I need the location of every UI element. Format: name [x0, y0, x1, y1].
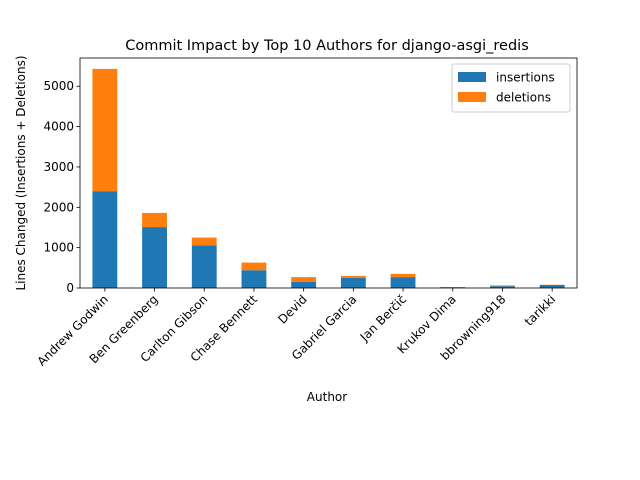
- bar-insertions-7: [440, 287, 466, 288]
- x-tick-label: tarikki: [522, 292, 558, 328]
- bar-deletions-3: [241, 262, 267, 271]
- y-axis-label: Lines Changed (Insertions + Deletions): [14, 55, 28, 290]
- y-tick-label: 5000: [43, 79, 74, 93]
- bar-insertions-1: [142, 227, 167, 288]
- axes-frame: [79, 57, 578, 289]
- bar-deletions-4: [291, 277, 317, 282]
- legend: insertions deletions: [451, 63, 571, 113]
- bar-insertions-8: [490, 286, 515, 288]
- bar-deletions-8: [490, 285, 515, 287]
- y-tick-label: 4000: [43, 120, 74, 134]
- bar-deletions-5: [340, 275, 366, 278]
- y-tick-label: 0: [66, 281, 74, 295]
- chart-title: Commit Impact by Top 10 Authors for djan…: [125, 38, 529, 54]
- bar-deletions-1: [142, 212, 167, 228]
- y-tick-label: 1000: [43, 241, 74, 255]
- bar-insertions-9: [539, 284, 565, 288]
- x-tick-label: Jan Berčič: [357, 292, 409, 344]
- bar-deletions-6: [390, 273, 416, 278]
- legend-swatch-deletions: [458, 92, 486, 102]
- x-tick-label: Devid: [275, 292, 309, 326]
- bar-insertions-4: [291, 281, 317, 288]
- bar-insertions-0: [92, 191, 118, 288]
- y-tick-label: 3000: [43, 160, 74, 174]
- bar-insertions-5: [340, 277, 366, 288]
- bar-insertions-2: [191, 245, 217, 288]
- legend-swatch-insertions: [458, 72, 486, 82]
- bar-deletions-0: [92, 68, 118, 192]
- bar-insertions-6: [390, 277, 416, 288]
- y-tick-label: 2000: [43, 200, 74, 214]
- x-axis-label: Author: [307, 390, 347, 404]
- bar-deletions-2: [191, 237, 217, 246]
- legend-label-deletions: deletions: [496, 91, 551, 105]
- bar-insertions-3: [241, 270, 267, 288]
- legend-label-insertions: insertions: [496, 71, 555, 85]
